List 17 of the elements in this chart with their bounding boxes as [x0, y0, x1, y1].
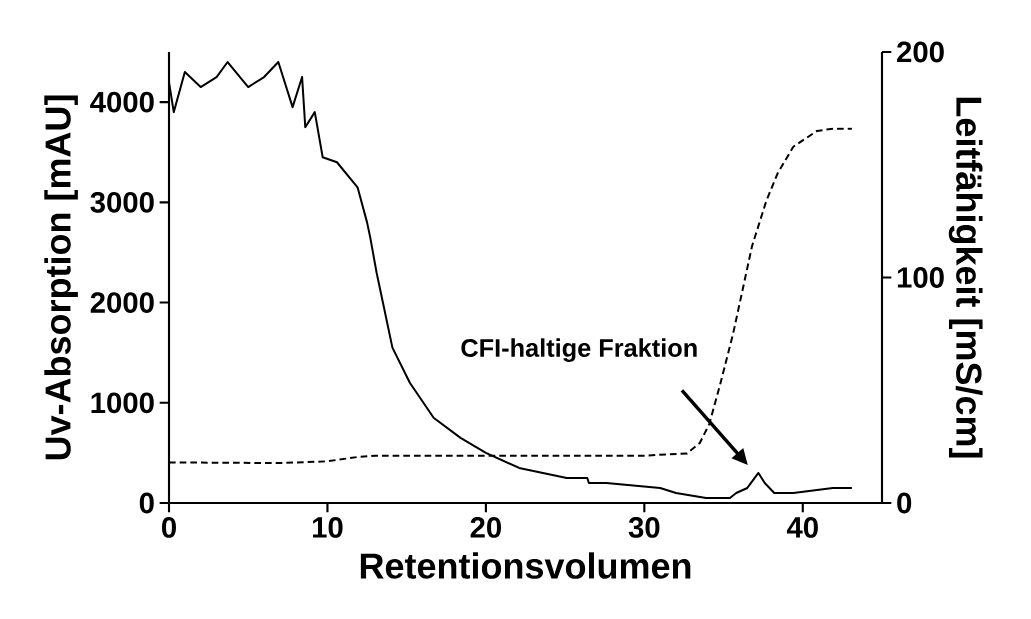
- x-tick-label: 20: [470, 517, 502, 538]
- x-tick-label: 30: [628, 517, 660, 538]
- y2-tick-label: 200: [897, 41, 944, 63]
- y-tick-label: 3000: [90, 191, 154, 213]
- y-axis-title: Uv-Absorption [mAU]: [44, 95, 78, 460]
- y2-axis-title: Leitfähigkeit [mS/cm]: [948, 97, 983, 458]
- annotation: CFI-haltige Fraktion: [461, 338, 697, 363]
- x-axis-title: Retentionsvolumen: [360, 552, 691, 579]
- y2-tick-label: 100: [897, 267, 944, 288]
- x-tick-label: 0: [162, 517, 176, 538]
- y-tick-label: 0: [139, 492, 154, 514]
- x-tick-label: 10: [312, 517, 343, 538]
- x-tick-label: 40: [786, 517, 818, 538]
- y-tick-label: 4000: [90, 91, 154, 113]
- y-tick-label: 2000: [90, 292, 154, 313]
- y2-tick-label: 0: [897, 492, 912, 514]
- y-tick-label: 1000: [91, 392, 154, 414]
